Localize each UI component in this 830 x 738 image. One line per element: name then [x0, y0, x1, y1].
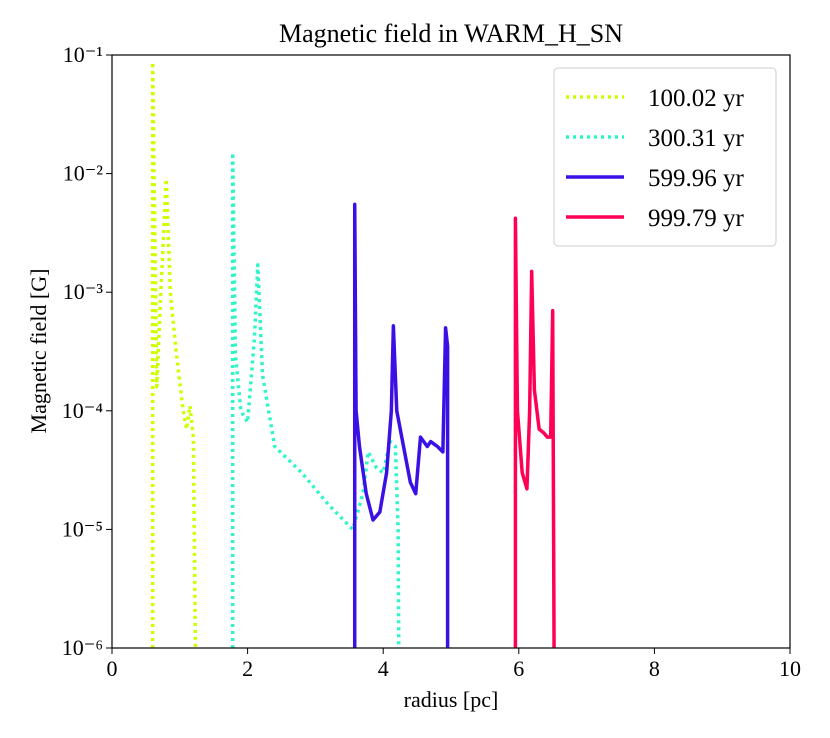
- x-tick-label: 0: [107, 656, 118, 681]
- y-tick-label: 10⁻⁴: [62, 398, 104, 423]
- legend-label: 100.02 yr: [648, 85, 745, 112]
- y-axis-label: Magnetic field [G]: [26, 269, 51, 434]
- x-tick-label: 8: [649, 656, 660, 681]
- y-tick-label: 10⁻⁶: [62, 635, 103, 660]
- legend-label: 999.79 yr: [648, 205, 745, 232]
- x-axis-label: radius [pc]: [404, 687, 499, 712]
- x-tick-label: 10: [779, 656, 801, 681]
- x-tick-label: 2: [242, 656, 253, 681]
- x-tick-label: 4: [378, 656, 389, 681]
- plot-frame: [111, 54, 791, 649]
- series-line: [230, 150, 401, 649]
- y-tick-label: 10⁻¹: [63, 42, 103, 67]
- plot-area: [150, 60, 556, 649]
- legend-box: [553, 67, 777, 247]
- y-tick-label: 10⁻⁵: [62, 516, 103, 541]
- y-tick-label: 10⁻³: [63, 279, 104, 304]
- x-tick-label: 6: [513, 656, 524, 681]
- series-line: [150, 60, 198, 649]
- legend-label: 599.96 yr: [648, 165, 745, 192]
- series-line: [513, 216, 556, 649]
- series-line: [352, 202, 450, 648]
- y-tick-label: 10⁻²: [63, 161, 104, 186]
- legend-label: 300.31 yr: [648, 125, 745, 152]
- chart-title: Magnetic field in WARM_H_SN: [279, 19, 623, 48]
